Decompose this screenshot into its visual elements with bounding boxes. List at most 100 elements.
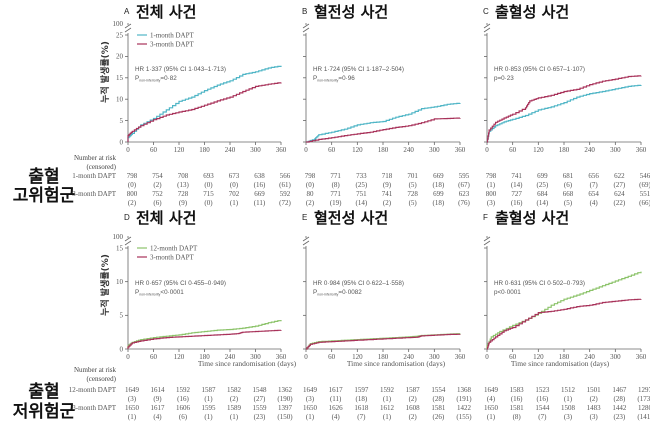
risk-censored: (67) (458, 181, 470, 189)
risk-censored: (5) (409, 181, 418, 189)
risk-number: 741 (382, 190, 393, 198)
risk-row-label: 1-month DAPT (72, 172, 116, 180)
risk-number: 1617 (151, 404, 166, 412)
x-tick-label: 180 (199, 146, 210, 154)
risk-number: 668 (563, 190, 574, 198)
risk-censored: (1) (383, 395, 392, 403)
axis-break-mark (483, 236, 491, 246)
risk-censored: (2) (230, 395, 239, 403)
risk-censored: (1) (487, 413, 496, 421)
risk-censored: (4) (590, 199, 599, 207)
hazard-ratio-text: HR 1·337 (95% CI 1·043–1·713) (135, 66, 226, 73)
y-tick-label: 15 (116, 244, 124, 252)
risk-number: 1362 (278, 386, 293, 394)
risk-number: 592 (280, 190, 291, 198)
panel-b: B 혈전성 사건 0 60 120 180 240 300 360 HR 1·724 (95% C… (302, 3, 470, 207)
risk-censored: (23) (613, 413, 625, 421)
risk-censored: (2) (128, 199, 137, 207)
x-tick-label: 120 (533, 146, 544, 154)
risk-header-line1: Number at risk (74, 154, 116, 162)
risk-number: 800 (486, 190, 497, 198)
x-tick-label: 60 (328, 353, 336, 361)
risk-header-top: Number at risk (censored) (74, 154, 117, 171)
series-line-3-month-dapt (486, 75, 642, 143)
risk-row-label: 3-month DAPT (72, 404, 116, 412)
risk-censored: (5) (409, 199, 418, 207)
x-axis-label-e: Time since randomisation (days) (347, 359, 446, 368)
risk-number: 1606 (176, 404, 191, 412)
risk-number: 1512 (561, 386, 576, 394)
risk-censored: (16) (254, 181, 266, 189)
y-tick-label-break: 100 (113, 233, 124, 241)
risk-number: 741 (511, 172, 522, 180)
risk-header-bottom: Number at risk (censored) (74, 366, 117, 383)
panel-title: 혈전성 사건 (314, 3, 388, 21)
panel-title: 출혈성 사건 (495, 209, 569, 227)
hazard-ratio-text: HR 0·984 (95% CI 0·622–1·558) (313, 280, 404, 287)
p-value-text: Pnon-inferiority=0·0082 (313, 289, 362, 297)
risk-censored: (18) (432, 199, 444, 207)
risk-censored: (2) (153, 181, 162, 189)
risk-censored: (7) (357, 413, 366, 421)
panel-title: 혈전성 사건 (314, 209, 388, 227)
risk-number: 693 (203, 172, 214, 180)
risk-number: 1467 (612, 386, 627, 394)
risk-censored: (3) (487, 199, 496, 207)
x-tick-label: 360 (636, 353, 647, 361)
panel-d: D 전체 사건 100 0 5 10 15 0 60 120 180 240 300 360 12-mont… (69, 209, 293, 421)
risk-number: 1587 (406, 386, 421, 394)
risk-censored: (0) (204, 181, 213, 189)
risk-censored: (19) (330, 199, 342, 207)
x-tick-label: 120 (533, 353, 544, 361)
risk-censored: (2) (409, 413, 418, 421)
risk-number: 1589 (227, 404, 242, 412)
risk-censored: (1) (230, 413, 239, 421)
risk-censored: (27) (613, 181, 625, 189)
risk-number: 1422 (457, 404, 472, 412)
x-tick-label: 300 (429, 353, 440, 361)
risk-censored: (8) (513, 413, 522, 421)
risk-censored: (173) (637, 395, 650, 403)
x-tick-label: 240 (403, 353, 414, 361)
risk-number: 798 (127, 172, 138, 180)
legend-label: 1-month DAPT (150, 31, 194, 39)
x-tick-label: 120 (352, 353, 363, 361)
risk-number: 1559 (253, 404, 268, 412)
risk-censored: (2) (590, 395, 599, 403)
risk-number: 1649 (303, 386, 318, 394)
risk-censored: (7) (590, 181, 599, 189)
panel-e: E 혈전성 사건 0 60 120 180 240 300 360 HR 0·984 (95% C… (302, 209, 472, 421)
risk-number: 624 (614, 190, 625, 198)
risk-censored: (14) (355, 199, 367, 207)
risk-censored: (4) (153, 413, 162, 421)
risk-censored: (72) (279, 199, 291, 207)
series-line-3-month-dapt (127, 82, 282, 142)
risk-number: 1544 (535, 404, 550, 412)
risk-censored: (9) (383, 181, 392, 189)
panel-letter: F (483, 213, 488, 222)
x-tick-label: 0 (485, 353, 489, 361)
x-tick-label: 360 (636, 146, 647, 154)
risk-censored: (16) (536, 395, 548, 403)
risk-number: 798 (305, 172, 316, 180)
y-tick-label: 15 (116, 74, 124, 82)
risk-number: 751 (356, 190, 367, 198)
risk-censored: (1) (204, 395, 213, 403)
risk-header-line1: Number at risk (74, 366, 116, 374)
series-line-1-month-dapt (306, 102, 461, 143)
x-tick-label: 360 (455, 353, 466, 361)
risk-censored: (11) (330, 395, 342, 403)
x-tick-label: 0 (485, 146, 489, 154)
risk-censored: (7) (538, 413, 547, 421)
risk-number: 595 (459, 172, 470, 180)
risk-number: 681 (563, 172, 574, 180)
panel-title: 출혈성 사건 (495, 3, 569, 21)
risk-censored: (16) (511, 199, 523, 207)
x-tick-label: 240 (403, 146, 414, 154)
risk-censored: (11) (254, 199, 266, 207)
risk-number: 715 (203, 190, 214, 198)
p-value-text: p<0·0001 (494, 289, 521, 296)
series-line-12-month-dapt (486, 271, 642, 349)
risk-censored: (28) (432, 395, 444, 403)
risk-number: 752 (152, 190, 163, 198)
